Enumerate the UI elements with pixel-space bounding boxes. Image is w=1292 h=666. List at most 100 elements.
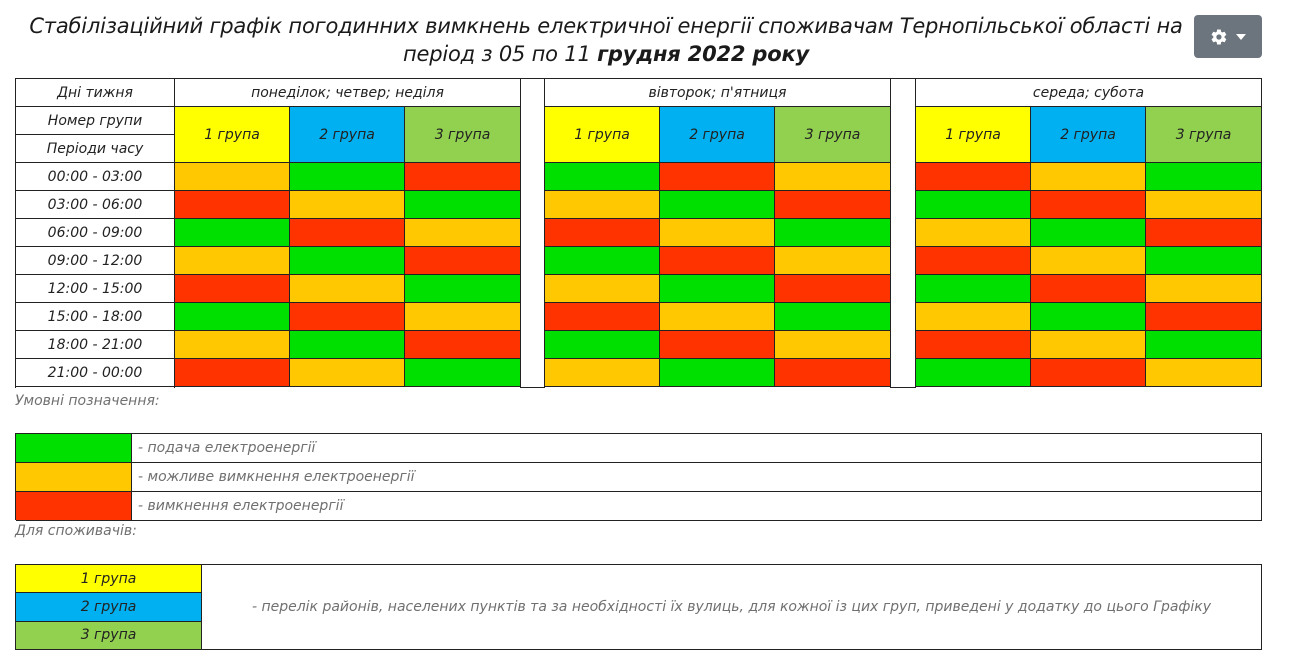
schedule-cell bbox=[545, 163, 660, 191]
legend-text-orange: - можливе вимкнення електроенергії bbox=[132, 463, 1262, 492]
time-period-7: 21:00 - 00:00 bbox=[16, 359, 175, 387]
schedule-cell bbox=[1146, 331, 1262, 359]
consumer-group-3: 3 група bbox=[16, 621, 202, 650]
schedule-cell bbox=[405, 247, 521, 275]
schedule-cell bbox=[916, 275, 1031, 303]
days-of-week-label: Дні тижня bbox=[16, 79, 175, 107]
time-period-1: 03:00 - 06:00 bbox=[16, 191, 175, 219]
schedule-cell bbox=[290, 275, 405, 303]
time-periods-label: Періоди часу bbox=[16, 135, 175, 163]
legend-swatch-orange bbox=[16, 463, 132, 492]
schedule-cell bbox=[660, 219, 775, 247]
schedule-cell bbox=[405, 191, 521, 219]
schedule-cell bbox=[916, 219, 1031, 247]
schedule-block-tue-fri: вівторок; п'ятниця 1 група 2 група 3 група bbox=[544, 78, 891, 388]
title-month: грудня 2022 року bbox=[597, 42, 810, 66]
schedule-cell bbox=[545, 275, 660, 303]
gear-icon bbox=[1211, 28, 1227, 45]
schedule-cell bbox=[660, 275, 775, 303]
group-header-2: 2 група bbox=[660, 107, 775, 163]
group-header-3: 3 група bbox=[405, 107, 521, 163]
schedule-cell bbox=[660, 359, 775, 387]
schedule-cell bbox=[775, 275, 891, 303]
schedule-cell bbox=[775, 303, 891, 331]
schedule-cell bbox=[1146, 275, 1262, 303]
schedule-block-mon-thu-sun: понеділок; четвер; неділя 1 група 2 група 3… bbox=[174, 78, 521, 388]
schedule-cell bbox=[175, 359, 290, 387]
schedule-cell bbox=[1146, 247, 1262, 275]
schedule-cell bbox=[916, 331, 1031, 359]
title-period: період з 05 по 11 bbox=[402, 42, 598, 66]
schedule-cell bbox=[660, 331, 775, 359]
schedule-cell bbox=[916, 359, 1031, 387]
schedule-cell bbox=[175, 331, 290, 359]
group-header-3: 3 група bbox=[1146, 107, 1262, 163]
legend-title: Умовні позначення: bbox=[15, 393, 160, 409]
schedule-cell bbox=[1146, 303, 1262, 331]
schedule-cell bbox=[545, 331, 660, 359]
time-period-5: 15:00 - 18:00 bbox=[16, 303, 175, 331]
schedule-cell bbox=[545, 247, 660, 275]
schedule-cell bbox=[545, 191, 660, 219]
group-header-1: 1 група bbox=[916, 107, 1031, 163]
schedule-cell bbox=[916, 163, 1031, 191]
time-period-6: 18:00 - 21:00 bbox=[16, 331, 175, 359]
time-period-2: 06:00 - 09:00 bbox=[16, 219, 175, 247]
day-group-header-0: понеділок; четвер; неділя bbox=[175, 79, 521, 107]
consumer-group-2: 2 група bbox=[16, 593, 202, 622]
schedule-cell bbox=[545, 303, 660, 331]
group-header-1: 1 група bbox=[175, 107, 290, 163]
group-header-1: 1 група bbox=[545, 107, 660, 163]
title-line-2: період з 05 по 11 грудня 2022 року bbox=[0, 40, 1212, 68]
schedule-cell bbox=[175, 191, 290, 219]
block-separator bbox=[890, 78, 916, 388]
block-separator bbox=[520, 78, 545, 388]
schedule-cell bbox=[916, 191, 1031, 219]
consumers-table: 1 група 2 група 3 група - перелік районів, … bbox=[15, 564, 1262, 650]
caret-down-icon bbox=[1236, 33, 1246, 40]
schedule-cell bbox=[1146, 163, 1262, 191]
schedule-cell bbox=[660, 191, 775, 219]
schedule-cell bbox=[1146, 191, 1262, 219]
schedule-cell bbox=[405, 275, 521, 303]
legend-swatch-red bbox=[16, 492, 132, 521]
time-period-0: 00:00 - 03:00 bbox=[16, 163, 175, 191]
schedule-cell bbox=[1031, 275, 1146, 303]
schedule-cell bbox=[1146, 219, 1262, 247]
schedule-cell bbox=[175, 219, 290, 247]
time-period-4: 12:00 - 15:00 bbox=[16, 275, 175, 303]
schedule-cell bbox=[775, 219, 891, 247]
settings-dropdown-button[interactable] bbox=[1194, 15, 1262, 58]
schedule-cell bbox=[545, 219, 660, 247]
schedule-cell bbox=[1031, 247, 1146, 275]
legend-text-red: - вимкнення електроенергії bbox=[132, 492, 1262, 521]
schedule-cell bbox=[775, 191, 891, 219]
schedule-block-wed-sat: середа; субота 1 група 2 група 3 група bbox=[915, 78, 1262, 388]
group-number-label: Номер групи bbox=[16, 107, 175, 135]
legend-table: - подача електроенергії - можливе вимкнен… bbox=[15, 433, 1262, 521]
day-group-header-1: вівторок; п'ятниця bbox=[545, 79, 891, 107]
consumers-title: Для споживачів: bbox=[15, 523, 137, 539]
schedule-cell bbox=[775, 331, 891, 359]
schedule-cell bbox=[175, 247, 290, 275]
schedule-cell bbox=[290, 303, 405, 331]
schedule-cell bbox=[175, 163, 290, 191]
schedule-cell bbox=[290, 219, 405, 247]
schedule-cell bbox=[290, 331, 405, 359]
group-header-2: 2 група bbox=[290, 107, 405, 163]
schedule-cell bbox=[775, 359, 891, 387]
schedule-cell bbox=[775, 247, 891, 275]
group-header-2: 2 група bbox=[1031, 107, 1146, 163]
schedule-cell bbox=[290, 163, 405, 191]
schedule-cell bbox=[175, 275, 290, 303]
day-group-header-2: середа; субота bbox=[916, 79, 1262, 107]
schedule-cell bbox=[290, 359, 405, 387]
row-labels-column: Дні тижня Номер групи Періоди часу 00:00 - … bbox=[15, 78, 175, 388]
schedule-cell bbox=[1031, 331, 1146, 359]
legend-swatch-green bbox=[16, 434, 132, 463]
schedule-cell bbox=[916, 247, 1031, 275]
time-period-3: 09:00 - 12:00 bbox=[16, 247, 175, 275]
schedule-cell bbox=[1031, 219, 1146, 247]
page-title: Стабілізаційний графік погодинних вимкне… bbox=[0, 12, 1212, 68]
schedule-cell bbox=[660, 303, 775, 331]
